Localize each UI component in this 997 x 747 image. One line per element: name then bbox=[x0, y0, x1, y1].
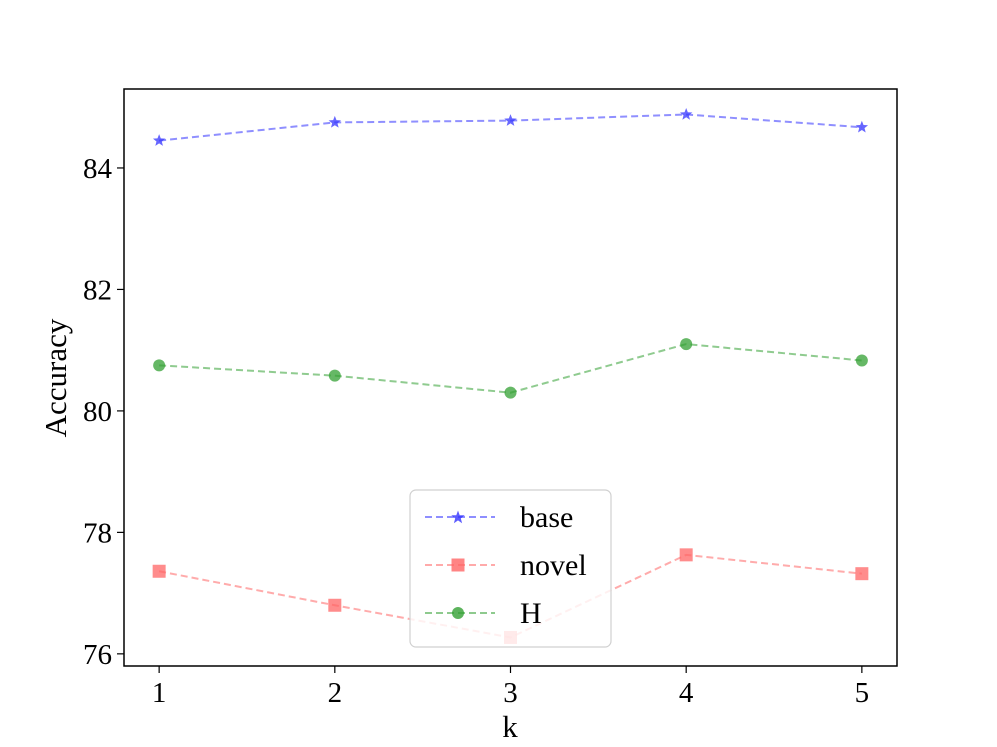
data-point-base-3 bbox=[504, 114, 517, 126]
y-tick-label-78: 78 bbox=[83, 517, 112, 549]
data-point-novel-5 bbox=[855, 567, 869, 581]
x-tick-label-4: 4 bbox=[679, 677, 694, 709]
series-base bbox=[152, 108, 869, 146]
axes-layer: 1 2 3 4 5 76 78 80 82 84 bbox=[83, 88, 898, 709]
series-h bbox=[153, 338, 868, 399]
data-point-h-1 bbox=[153, 359, 166, 372]
data-point-base-4 bbox=[680, 108, 693, 120]
legend-entry-novel: novel bbox=[425, 549, 587, 582]
legend-marker-novel bbox=[451, 558, 465, 572]
data-point-novel-4 bbox=[679, 548, 693, 562]
data-point-base-2 bbox=[328, 115, 341, 128]
legend-marker-h bbox=[452, 607, 464, 619]
data-point-novel-2 bbox=[328, 598, 342, 612]
y-tick-label-76: 76 bbox=[83, 639, 112, 671]
data-point-h-3 bbox=[504, 386, 517, 399]
data-point-h-5 bbox=[855, 354, 868, 367]
y-tick-label-80: 80 bbox=[83, 396, 112, 428]
legend-label-h: H bbox=[520, 597, 542, 630]
legend-entry-base: base bbox=[425, 501, 573, 534]
y-tick-label-82: 82 bbox=[83, 274, 112, 306]
data-point-novel-1 bbox=[152, 564, 166, 578]
legend-label-novel: novel bbox=[520, 549, 587, 582]
x-tick-label-5: 5 bbox=[855, 677, 870, 709]
data-point-h-4 bbox=[680, 338, 693, 351]
y-axis-label: Accuracy bbox=[38, 318, 73, 437]
x-tick-label-1: 1 bbox=[152, 677, 167, 709]
legend-entry-h: H bbox=[425, 597, 542, 630]
data-point-base-1 bbox=[152, 134, 166, 146]
y-tick-label-84: 84 bbox=[83, 153, 113, 185]
data-point-base-5 bbox=[855, 120, 869, 133]
legend-marker-base bbox=[451, 510, 465, 524]
legend: base novel H bbox=[409, 489, 612, 648]
x-tick-label-3: 3 bbox=[503, 677, 518, 709]
x-axis-label: k bbox=[502, 709, 518, 744]
data-point-h-2 bbox=[328, 369, 341, 382]
x-tick-label-2: 2 bbox=[328, 677, 343, 709]
legend-label-base: base bbox=[520, 501, 573, 534]
